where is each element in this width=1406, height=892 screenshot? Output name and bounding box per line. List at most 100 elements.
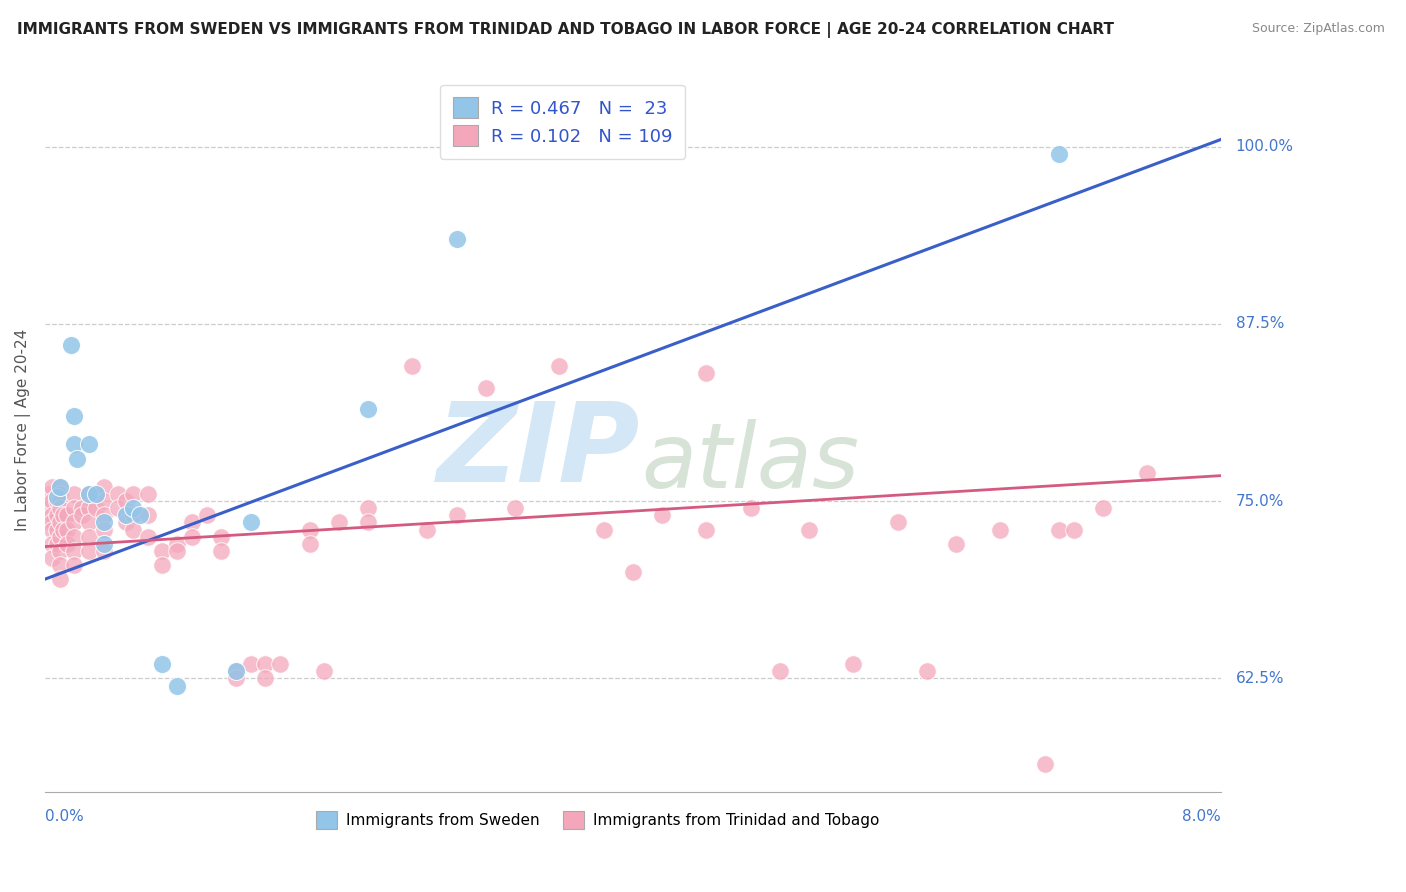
Point [51,508,73,523]
Point [56,537,79,551]
Point [107,501,129,516]
Point [63,530,86,544]
Point [915,665,938,679]
Point [1136,466,1159,480]
Point [63,437,86,451]
Point [695,367,717,381]
Point [86,501,108,516]
Point [41,516,63,530]
Point [357,401,380,416]
Point [41,523,63,537]
Point [166,537,188,551]
Point [41,508,63,523]
Point [48,572,70,586]
Point [1047,146,1070,161]
Point [56,508,79,523]
Point [180,530,202,544]
Point [63,501,86,516]
Text: Source: ZipAtlas.com: Source: ZipAtlas.com [1251,22,1385,36]
Point [195,508,218,523]
Point [129,508,152,523]
Text: 8.0%: 8.0% [1182,809,1220,824]
Point [446,508,468,523]
Point [886,516,908,530]
Point [298,523,321,537]
Point [48,494,70,508]
Point [314,665,336,679]
Point [77,501,100,516]
Y-axis label: In Labor Force | Age 20-24: In Labor Force | Age 20-24 [15,329,31,532]
Point [166,544,188,558]
Text: atlas: atlas [641,419,859,507]
Point [77,516,100,530]
Point [799,523,821,537]
Text: 62.5%: 62.5% [1236,671,1284,686]
Point [254,672,277,686]
Point [225,672,247,686]
Point [152,657,174,672]
Point [180,516,202,530]
Point [122,487,145,501]
Point [548,359,571,374]
Point [45,508,67,523]
Point [70,508,93,523]
Text: IMMIGRANTS FROM SWEDEN VS IMMIGRANTS FROM TRINIDAD AND TOBAGO IN LABOR FORCE | A: IMMIGRANTS FROM SWEDEN VS IMMIGRANTS FRO… [17,22,1114,38]
Point [48,530,70,544]
Point [1047,523,1070,537]
Point [70,501,93,516]
Point [45,537,67,551]
Point [621,565,644,579]
Point [152,558,174,572]
Point [122,508,145,523]
Point [136,487,159,501]
Point [77,437,100,451]
Point [63,487,86,501]
Point [48,480,70,494]
Point [77,487,100,501]
Point [136,508,159,523]
Point [77,530,100,544]
Point [209,544,232,558]
Point [93,494,115,508]
Point [86,487,108,501]
Point [357,516,380,530]
Point [93,508,115,523]
Point [122,523,145,537]
Point [93,537,115,551]
Point [38,501,60,516]
Point [93,516,115,530]
Text: 0.0%: 0.0% [45,809,83,824]
Point [93,523,115,537]
Point [401,359,423,374]
Point [51,523,73,537]
Point [1063,523,1085,537]
Point [298,537,321,551]
Point [93,544,115,558]
Point [38,487,60,501]
Point [48,480,70,494]
Point [945,537,967,551]
Point [769,665,792,679]
Point [254,657,277,672]
Point [56,523,79,537]
Point [114,508,136,523]
Point [740,501,762,516]
Point [60,338,83,352]
Text: 75.0%: 75.0% [1236,493,1284,508]
Point [41,494,63,508]
Point [41,480,63,494]
Point [114,494,136,508]
Point [41,550,63,565]
Point [63,516,86,530]
Point [107,487,129,501]
Point [416,523,439,537]
Point [93,480,115,494]
Point [328,516,350,530]
Text: 87.5%: 87.5% [1236,317,1284,331]
Point [225,665,247,679]
Point [136,530,159,544]
Point [166,679,188,693]
Point [114,516,136,530]
Point [48,558,70,572]
Point [122,501,145,516]
